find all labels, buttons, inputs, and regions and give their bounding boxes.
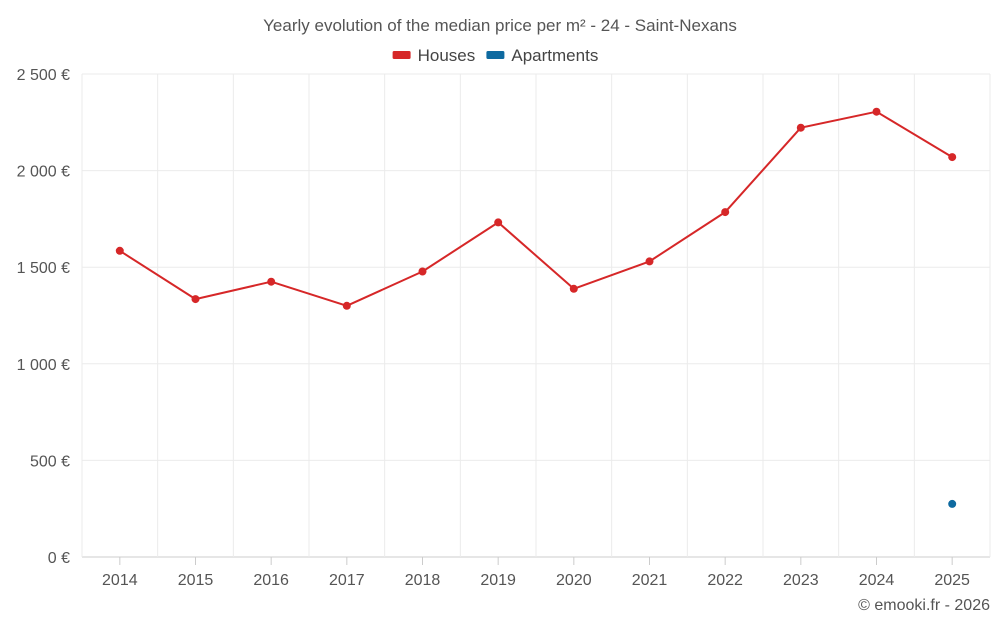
y-tick-label: 1 500 € [17,260,70,277]
x-tick-label: 2025 [934,572,970,589]
x-tick-label: 2019 [480,572,516,589]
data-point-houses-2018 [418,267,427,276]
chart-title: Yearly evolution of the median price per… [263,16,737,35]
x-tick-label: 2016 [253,572,289,589]
legend-item-apartments: Apartments [486,46,598,65]
y-tick-label: 500 € [30,453,70,470]
axes: 0 € 500 € 1 000 € 1 500 € 2 000 € 2 500 € 2014… [17,67,970,589]
x-tick-label: 2014 [102,572,138,589]
legend: Houses Apartments [392,46,598,65]
x-tick-label: 2018 [405,572,441,589]
data-point-houses-2023 [796,123,805,132]
x-tick-label: 2017 [329,572,365,589]
x-tick-label: 2022 [707,572,743,589]
data-point-houses-2021 [645,257,654,266]
data-point-houses-2017 [342,301,351,310]
y-tick-label: 1 000 € [17,357,70,374]
x-tick-label: 2021 [632,572,668,589]
data-point-houses-2014 [115,246,124,255]
data-point-houses-2025 [948,153,957,162]
data-point-houses-2016 [267,277,276,286]
grid [81,73,991,558]
legend-item-houses: Houses [392,46,476,65]
data-point-houses-2019 [494,218,503,227]
legend-label-apartments: Apartments [511,46,598,65]
legend-swatch-houses [392,51,411,59]
series-line-houses [119,110,953,307]
data-point-houses-2020 [569,284,578,293]
x-tick-label: 2023 [783,572,819,589]
y-tick-label: 2 000 € [17,164,70,181]
x-tick-label: 2024 [859,572,895,589]
legend-label-houses: Houses [418,46,476,65]
data-point-houses-2022 [721,208,730,217]
x-tick-label: 2020 [556,572,592,589]
plot-area [115,107,957,508]
data-point-houses-2015 [191,295,200,304]
credit: © emooki.fr - 2026 [858,597,990,614]
y-tick-label: 2 500 € [17,67,70,84]
data-point-apartments-2025 [948,499,957,508]
data-point-houses-2024 [872,107,881,116]
x-tick-label: 2015 [178,572,214,589]
legend-swatch-apartments [486,51,505,59]
y-tick-label: 0 € [48,550,70,567]
